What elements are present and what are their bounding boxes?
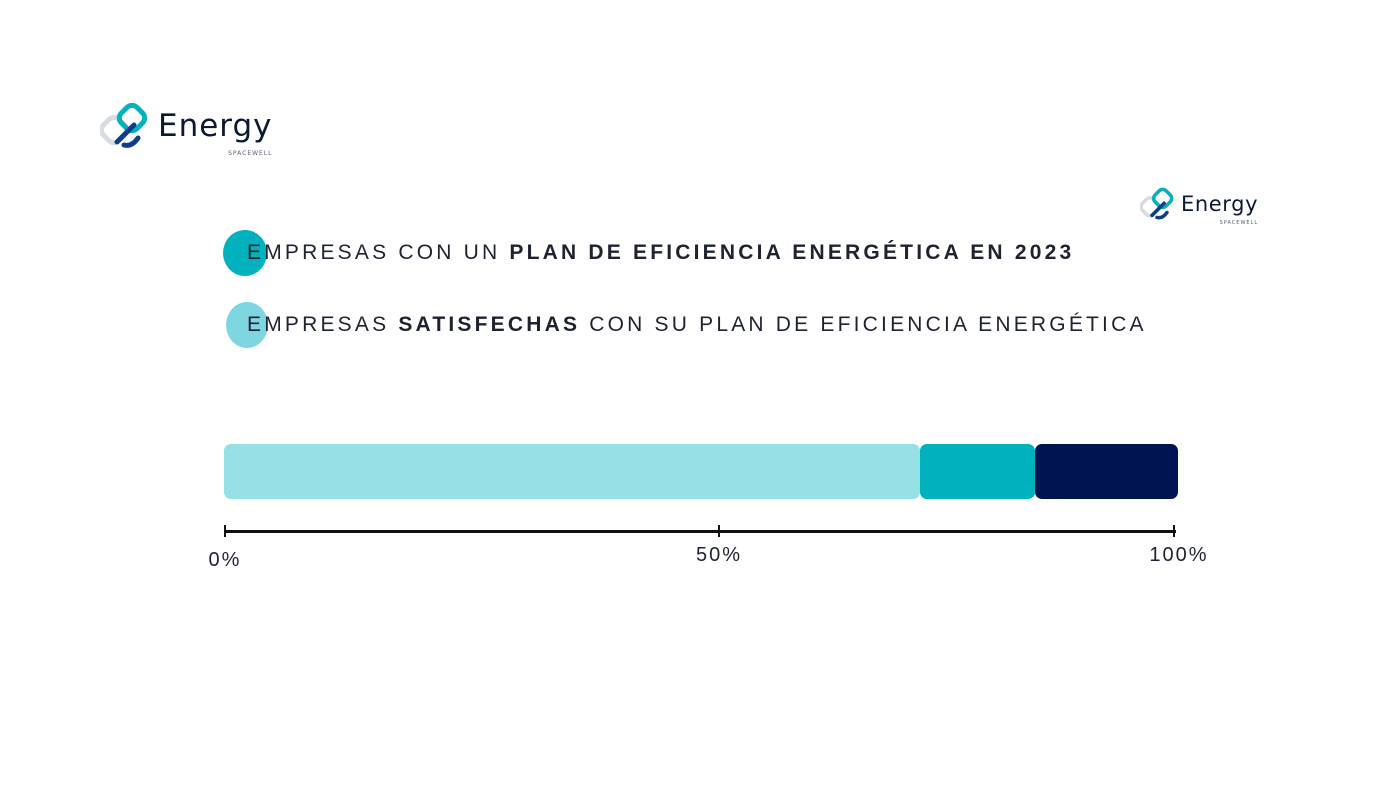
legend-item-plan: EMPRESAS CON UN PLAN DE EFICIENCIA ENERG… — [222, 230, 1071, 276]
x-axis-tick-label: 50% — [695, 544, 743, 566]
legend-item-satisfied: EMPRESAS SATISFECHAS CON SU PLAN DE EFIC… — [222, 302, 1143, 348]
x-axis-line — [224, 530, 1176, 533]
energy-logo: Energy SPACEWELL — [100, 102, 273, 157]
spacewell-logo-icon — [1140, 187, 1174, 220]
legend-label-plan: EMPRESAS CON UN PLAN DE EFICIENCIA ENERG… — [247, 241, 1075, 264]
bar-segment-remainder — [1034, 444, 1178, 499]
bar-segment-satisfied — [224, 444, 921, 499]
legend-label-satisfied: EMPRESAS SATISFECHAS CON SU PLAN DE EFIC… — [247, 313, 1147, 336]
legend-swatch-satisfied — [226, 302, 268, 348]
x-axis-tick-label: 0% — [208, 549, 242, 571]
logo-subtitle: SPACEWELL — [228, 150, 273, 157]
logo-subtitle-small: SPACEWELL — [1219, 220, 1259, 226]
spacewell-logo-icon — [100, 102, 148, 148]
logo-wordmark: Energy — [158, 108, 273, 144]
bar-segment-plan — [920, 444, 1035, 499]
legend-swatch-plan — [223, 230, 267, 276]
energy-logo-small: Energy SPACEWELL — [1140, 187, 1259, 226]
logo-wordmark-small: Energy — [1181, 192, 1259, 216]
x-axis-tick-label: 100% — [1149, 544, 1209, 566]
